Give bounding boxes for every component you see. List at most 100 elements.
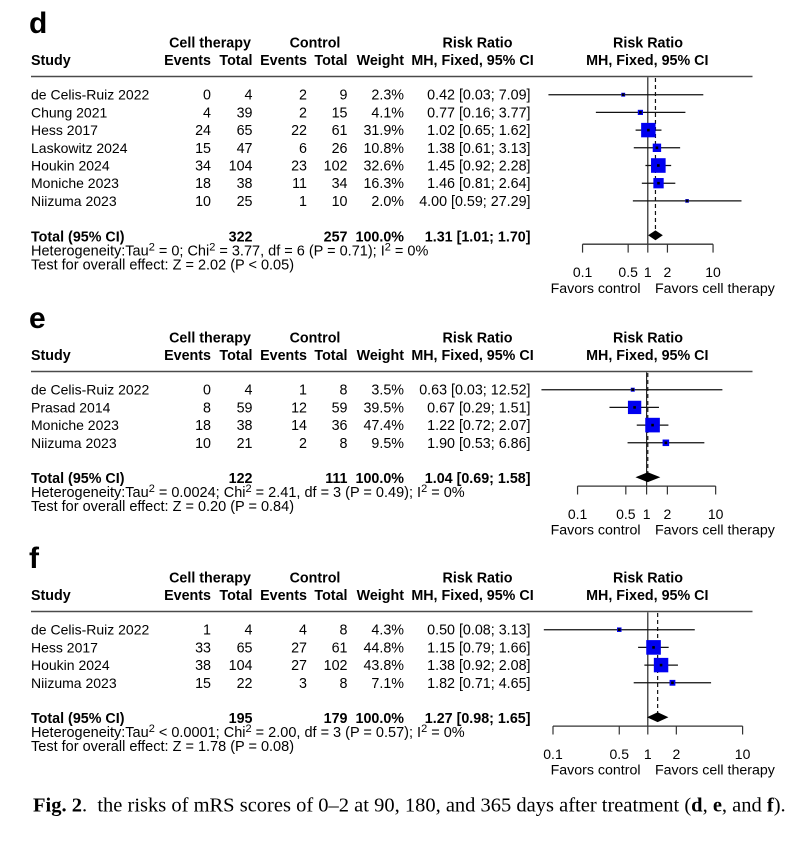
svg-text:de Celis-Ruiz 2022: de Celis-Ruiz 2022 (31, 622, 149, 638)
svg-text:2: 2 (664, 264, 672, 280)
svg-text:Niizuma 2023: Niizuma 2023 (31, 193, 117, 209)
svg-text:8: 8 (203, 400, 211, 416)
svg-text:111: 111 (325, 471, 347, 487)
svg-text:e: e (29, 302, 46, 335)
svg-text:Hess 2017: Hess 2017 (31, 639, 98, 655)
svg-text:24: 24 (195, 123, 211, 139)
svg-text:34: 34 (332, 176, 348, 192)
svg-text:12: 12 (291, 400, 307, 416)
svg-text:1: 1 (644, 746, 652, 762)
svg-text:Niizuma 2023: Niizuma 2023 (31, 675, 117, 691)
svg-text:Risk Ratio: Risk Ratio (613, 36, 683, 52)
svg-text:1: 1 (299, 383, 307, 399)
svg-text:10: 10 (195, 194, 211, 210)
svg-text:33: 33 (195, 640, 211, 656)
svg-text:Test for overall effect: Z = 1: Test for overall effect: Z = 1.78 (P = 0… (31, 739, 294, 755)
svg-text:100.0%: 100.0% (356, 711, 405, 727)
svg-text:122: 122 (229, 471, 253, 487)
svg-text:0: 0 (203, 383, 211, 399)
svg-text:2: 2 (299, 88, 307, 104)
svg-text:4.00 [0.59; 27.29]: 4.00 [0.59; 27.29] (419, 194, 530, 210)
svg-text:Weight: Weight (357, 348, 405, 364)
svg-text:1: 1 (644, 264, 652, 280)
svg-text:4.1%: 4.1% (371, 105, 404, 121)
svg-text:1: 1 (203, 623, 211, 639)
svg-text:1.38 [0.61; 3.13]: 1.38 [0.61; 3.13] (427, 141, 530, 157)
svg-text:Moniche 2023: Moniche 2023 (31, 417, 119, 433)
svg-text:Chung 2021: Chung 2021 (31, 104, 108, 120)
svg-text:0.1: 0.1 (568, 506, 588, 522)
svg-text:Moniche 2023: Moniche 2023 (31, 175, 119, 191)
svg-text:10: 10 (195, 436, 211, 452)
svg-text:27: 27 (291, 640, 307, 656)
svg-text:4: 4 (299, 623, 307, 639)
svg-text:MH, Fixed, 95% CI: MH, Fixed, 95% CI (586, 53, 708, 69)
svg-text:Weight: Weight (357, 53, 405, 69)
svg-text:0.50 [0.08; 3.13]: 0.50 [0.08; 3.13] (427, 623, 530, 639)
svg-text:Favors control: Favors control (551, 523, 641, 539)
svg-text:Heterogeneity:Tau2​ = 0; Chi2​: Heterogeneity:Tau2​ = 0; Chi2​ = 3.77, d… (31, 241, 428, 259)
svg-text:18: 18 (195, 418, 211, 434)
svg-text:Favors control: Favors control (551, 763, 641, 779)
svg-text:1: 1 (643, 506, 651, 522)
svg-text:Risk Ratio: Risk Ratio (443, 36, 513, 52)
svg-text:Total: Total (314, 588, 347, 604)
svg-text:26: 26 (332, 141, 348, 157)
svg-text:1.04 [0.69; 1.58]: 1.04 [0.69; 1.58] (425, 471, 531, 487)
svg-text:Events: Events (164, 348, 211, 364)
svg-text:65: 65 (237, 123, 253, 139)
svg-text:Control: Control (290, 36, 341, 52)
svg-text:1.22 [0.72; 2.07]: 1.22 [0.72; 2.07] (427, 418, 530, 434)
svg-text:31.9%: 31.9% (363, 123, 404, 139)
svg-text:4: 4 (245, 383, 253, 399)
svg-text:Total (95% CI): Total (95% CI) (31, 471, 125, 487)
svg-text:32.6%: 32.6% (363, 159, 404, 175)
svg-text:257: 257 (324, 229, 348, 245)
svg-text:1.02 [0.65; 1.62]: 1.02 [0.65; 1.62] (427, 123, 530, 139)
svg-text:Events: Events (260, 588, 307, 604)
svg-text:Favors cell therapy: Favors cell therapy (655, 281, 776, 297)
svg-text:0.5: 0.5 (616, 506, 636, 522)
svg-text:Total: Total (314, 53, 347, 69)
svg-text:1.82 [0.71; 4.65]: 1.82 [0.71; 4.65] (427, 676, 530, 692)
svg-text:0.1: 0.1 (543, 746, 563, 762)
svg-text:Study: Study (31, 588, 71, 604)
svg-text:9: 9 (340, 88, 348, 104)
svg-text:1.90 [0.53; 6.86]: 1.90 [0.53; 6.86] (427, 436, 530, 452)
svg-text:0.42 [0.03; 7.09]: 0.42 [0.03; 7.09] (427, 88, 530, 104)
svg-text:Total (95% CI): Total (95% CI) (31, 229, 125, 245)
svg-text:195: 195 (229, 711, 253, 727)
svg-text:2: 2 (663, 506, 671, 522)
svg-text:15: 15 (195, 676, 211, 692)
svg-text:8: 8 (340, 383, 348, 399)
svg-text:10: 10 (708, 506, 724, 522)
svg-text:38: 38 (195, 658, 211, 674)
svg-text:Control: Control (290, 331, 341, 347)
svg-text:10.8%: 10.8% (363, 141, 404, 157)
svg-text:MH, Fixed, 95% CI: MH, Fixed, 95% CI (411, 588, 533, 604)
svg-text:65: 65 (237, 640, 253, 656)
svg-text:de Celis-Ruiz 2022: de Celis-Ruiz 2022 (31, 87, 149, 103)
svg-text:2: 2 (672, 746, 680, 762)
svg-text:de Celis-Ruiz 2022: de Celis-Ruiz 2022 (31, 382, 149, 398)
svg-text:15: 15 (332, 105, 348, 121)
svg-text:102: 102 (324, 159, 348, 175)
svg-text:Total: Total (219, 348, 252, 364)
svg-text:44.8%: 44.8% (363, 640, 404, 656)
svg-text:3: 3 (299, 676, 307, 692)
svg-text:322: 322 (229, 229, 253, 245)
svg-text:Favors control: Favors control (551, 281, 641, 297)
svg-text:8: 8 (340, 436, 348, 452)
svg-text:1: 1 (299, 194, 307, 210)
svg-text:27: 27 (291, 658, 307, 674)
svg-text:Cell therapy: Cell therapy (169, 331, 251, 347)
svg-text:1.15 [0.79; 1.66]: 1.15 [0.79; 1.66] (427, 640, 530, 656)
svg-text:Events: Events (260, 53, 307, 69)
svg-text:61: 61 (332, 640, 348, 656)
svg-text:47: 47 (237, 141, 253, 157)
svg-text:Risk Ratio: Risk Ratio (443, 331, 513, 347)
svg-text:21: 21 (237, 436, 253, 452)
svg-text:18: 18 (195, 176, 211, 192)
svg-text:1.27 [0.98; 1.65]: 1.27 [0.98; 1.65] (425, 711, 531, 727)
svg-text:Laskowitz 2024: Laskowitz 2024 (31, 140, 128, 156)
